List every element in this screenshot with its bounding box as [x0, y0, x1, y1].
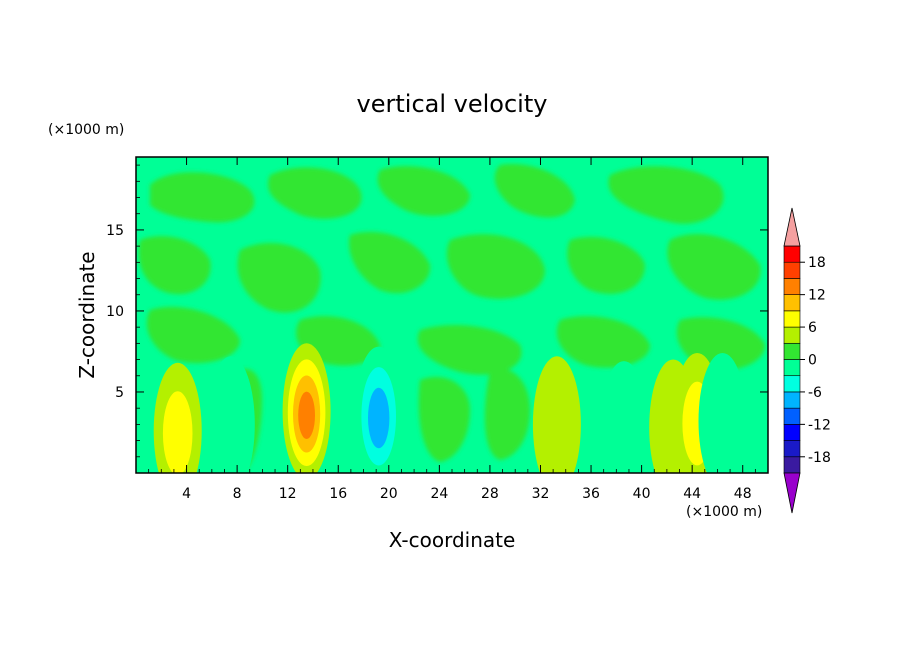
x-axis-title: X-coordinate: [389, 528, 516, 552]
x-tick-label: 48: [734, 486, 752, 502]
downdraft-cell: [698, 353, 747, 473]
x-tick-label: 28: [481, 486, 499, 502]
colorbar-swatch: [783, 278, 801, 295]
weak-updraft-patch: [494, 164, 575, 218]
colorbar-swatch: [783, 440, 801, 458]
colorbar-swatch: [783, 424, 801, 441]
colorbar-over-arrow: [783, 207, 801, 247]
weak-updraft-patch: [417, 325, 522, 375]
colorbar-swatch: [783, 245, 801, 263]
background-patches: [138, 164, 765, 470]
x-axis: 4 8 12 16 20 24 28 32 36 40 44 48: [148, 157, 756, 502]
y-tick-label: 5: [115, 385, 124, 401]
weak-updraft-patch: [237, 242, 321, 313]
updraft-cell: [282, 343, 331, 473]
weak-updraft-patch: [150, 172, 255, 223]
x-tick-label: 40: [633, 486, 651, 502]
colorbar-swatch: [783, 407, 801, 425]
colorbar: 18 12 6 0 -6 -12 -18: [783, 207, 831, 514]
weak-updraft-patch: [667, 234, 761, 300]
x-tick-label: 36: [582, 486, 600, 502]
x-tick-label: 16: [329, 486, 347, 502]
contour-level: [698, 353, 747, 473]
colorbar-tick-label: 18: [808, 255, 826, 271]
weak-updraft-patch: [377, 166, 470, 216]
colorbar-swatch: [783, 261, 801, 279]
colorbar-swatch: [783, 359, 801, 377]
contour-level: [532, 356, 581, 473]
x-unit-label: (×1000 m): [686, 504, 762, 520]
weak-updraft-patch: [349, 231, 431, 294]
weak-updraft-patch: [556, 316, 650, 368]
weak-updraft-patch: [608, 166, 724, 224]
x-tick-label: 24: [430, 486, 448, 502]
colorbar-tick-label: 12: [808, 288, 826, 304]
updraft-cell: [532, 356, 581, 473]
y-tick-label: 10: [106, 304, 124, 320]
colorbar-swatch: [783, 326, 801, 344]
weak-updraft-patch: [268, 167, 362, 219]
contour-level: [206, 356, 255, 473]
colorbar-swatch: [783, 294, 801, 312]
y-unit-label: (×1000 m): [48, 122, 124, 138]
colorbar-under-arrow: [783, 472, 801, 514]
y-axis-title: Z-coordinate: [75, 251, 99, 378]
colorbar-tick-label: -18: [808, 450, 831, 466]
updraft-cell: [153, 362, 202, 473]
contour-level: [162, 391, 193, 473]
weak-updraft-patch: [138, 236, 211, 295]
downdraft-cell: [206, 356, 255, 473]
y-tick-label: 15: [106, 223, 124, 239]
x-tick-label: 32: [532, 486, 550, 502]
colorbar-swatch: [783, 456, 801, 474]
contour-features: [153, 343, 747, 473]
weak-updraft-patch: [418, 376, 470, 462]
y-axis: 5 10 15: [106, 164, 768, 458]
x-tick-label: 4: [182, 486, 191, 502]
colorbar-swatch: [783, 310, 801, 328]
chart-title: vertical velocity: [357, 90, 548, 118]
x-tick-label: 12: [279, 486, 297, 502]
x-tick-label: 44: [683, 486, 701, 502]
contour-level: [298, 391, 315, 439]
plot-area: [135, 156, 769, 474]
contour-level: [599, 361, 648, 473]
colorbar-swatch: [783, 375, 801, 393]
weak-updraft-patch: [146, 306, 240, 364]
colorbar-tick-label: -12: [808, 417, 831, 433]
downdraft-cell: [354, 346, 403, 473]
colorbar-tick-label: 0: [808, 353, 817, 369]
weak-updraft-patch: [446, 234, 545, 299]
weak-updraft-patch: [484, 368, 530, 460]
contour-level: [368, 387, 390, 449]
colorbar-tick-label: 6: [808, 320, 817, 336]
colorbar-swatch: [783, 342, 801, 360]
x-tick-label: 8: [233, 486, 242, 502]
x-tick-label: 20: [380, 486, 398, 502]
colorbar-swatch: [783, 391, 801, 409]
weak-updraft-patch: [567, 236, 645, 294]
colorbar-tick-label: -6: [808, 385, 822, 401]
downdraft-cell: [599, 361, 648, 473]
